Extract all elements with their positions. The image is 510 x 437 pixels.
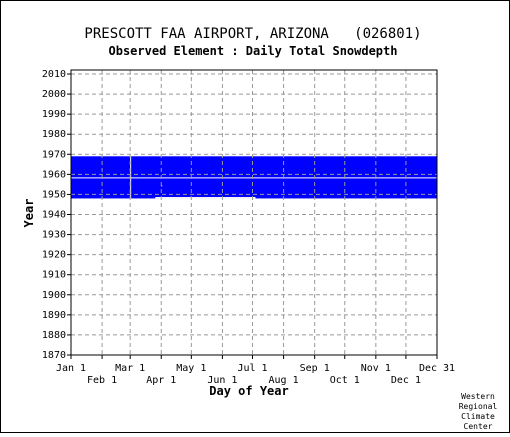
grid-layer — [70, 70, 438, 356]
x-tick-label-top-4: Sep 1 — [300, 363, 330, 374]
chart-title: PRESCOTT FAA AIRPORT, ARIZONA (026801) — [84, 26, 421, 42]
y-tick-label-1: 1880 — [42, 330, 66, 341]
y-tick-label-2: 1890 — [42, 310, 66, 321]
y-tick-label-13: 2000 — [42, 89, 66, 100]
x-tick-label-top-1: Mar 1 — [115, 363, 145, 374]
y-axis-label: Year — [22, 199, 36, 228]
y-tick-label-11: 1980 — [42, 129, 66, 140]
credit-line-1: Regional — [459, 402, 498, 411]
tick-layer: 1870 1880 1890 1900 1910 1920 1930 1940 1950 1960… — [42, 69, 455, 386]
missing-mark-2 — [155, 197, 256, 199]
x-axis-label: Day of Year — [209, 384, 288, 398]
missing-mark-3 — [161, 185, 163, 187]
plot-area — [70, 69, 438, 356]
x-tick-label-top-5: Nov 1 — [361, 363, 391, 374]
y-tick-label-0: 1870 — [42, 350, 66, 361]
x-tick-label-bottom-5: Dec 1 — [391, 375, 421, 386]
x-tick-label-bottom-0: Feb 1 — [87, 375, 117, 386]
y-tick-label-14: 2010 — [42, 69, 66, 80]
y-tick-label-7: 1940 — [42, 210, 66, 221]
y-tick-label-4: 1910 — [42, 270, 66, 281]
chart-subtitle: Observed Element : Daily Total Snowdepth — [109, 44, 398, 58]
missing-mark-1 — [130, 156, 132, 199]
x-tick-label-bottom-4: Oct 1 — [330, 375, 360, 386]
x-tick-label-bottom-2: Jun 1 — [207, 375, 237, 386]
y-tick-label-10: 1970 — [42, 149, 66, 160]
x-tick-label-top-2: May 1 — [176, 363, 206, 374]
y-tick-label-12: 1990 — [42, 109, 66, 120]
x-tick-label-top-6: Dec 31 — [419, 363, 455, 374]
x-tick-label-bottom-1: Apr 1 — [146, 375, 176, 386]
y-tick-label-9: 1960 — [42, 169, 66, 180]
credit-line-3: Center — [464, 422, 493, 431]
credit-line-0: Western — [461, 392, 495, 401]
y-tick-label-3: 1900 — [42, 290, 66, 301]
y-tick-label-8: 1950 — [42, 189, 66, 200]
x-tick-label-top-0: Jan 1 — [56, 363, 86, 374]
data-layer — [71, 156, 437, 199]
y-tick-label-6: 1930 — [42, 230, 66, 241]
y-tick-label-5: 1920 — [42, 250, 66, 261]
x-tick-label-bottom-3: Aug 1 — [269, 375, 299, 386]
credit-line-2: Climate — [461, 412, 495, 421]
x-tick-label-top-3: Jul 1 — [237, 363, 267, 374]
missing-mark-0 — [71, 177, 437, 179]
